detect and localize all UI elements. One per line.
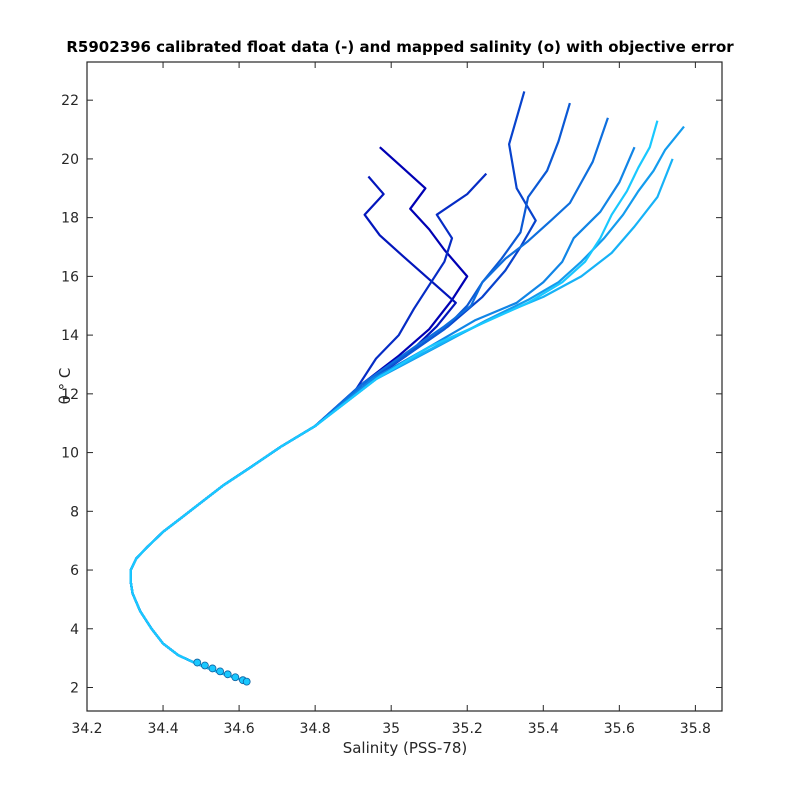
mapped-salinity-point	[242, 677, 251, 686]
mapped-salinity-point	[231, 673, 240, 682]
mapped-salinity-point	[223, 670, 232, 679]
y-tick-label: 6	[70, 563, 79, 579]
chart-title: R5902396 calibrated float data (-) and m…	[66, 38, 734, 56]
profile-line-6	[129, 117, 609, 683]
mapped-salinity-point	[193, 658, 202, 667]
y-tick-label: 16	[61, 269, 79, 285]
profile-line-1	[129, 146, 469, 683]
profile-line-4	[129, 91, 537, 683]
mapped-salinity-point	[200, 661, 209, 670]
profile-line-10	[129, 120, 659, 683]
y-tick-label: 4	[70, 622, 79, 638]
x-axis: 34.2 34.4 34.6 34.8 35 35.2 35.4 35.6 35.8	[71, 62, 711, 737]
y-tick-label: 22	[61, 93, 79, 109]
plot-area-frame	[86, 61, 723, 712]
x-tick-label: 35	[382, 721, 400, 737]
y-tick-label: 8	[70, 504, 79, 520]
x-tick-label: 34.2	[71, 721, 102, 737]
profile-line-3	[129, 172, 488, 683]
profile-line-5	[129, 102, 571, 683]
y-tick-label: 12	[61, 387, 79, 403]
x-tick-label: 34.6	[224, 721, 255, 737]
profile-line-7	[129, 146, 636, 683]
x-tick-label: 35.6	[604, 721, 635, 737]
x-tick-label: 35.8	[680, 721, 711, 737]
y-tick-label: 14	[61, 328, 79, 344]
mapped-salinity-point	[216, 667, 224, 676]
y-tick-label: 10	[61, 446, 79, 462]
y-tick-label: 18	[61, 211, 79, 227]
profile-line-2	[129, 175, 457, 683]
profile-line-9	[129, 158, 674, 683]
mapped-salinity-layer	[193, 658, 251, 686]
y-axis-label: θ ° C	[56, 368, 74, 405]
x-tick-label: 35.4	[528, 721, 559, 737]
y-tick-label: 2	[70, 681, 79, 697]
profiles-layer	[129, 91, 685, 683]
y-axis: 2 4 6 8 10 12 14 16 18 20 22	[61, 93, 722, 697]
x-tick-label: 34.4	[147, 721, 178, 737]
x-axis-label: Salinity (PSS-78)	[343, 739, 468, 757]
y-tick-label: 20	[61, 152, 79, 168]
x-tick-label: 34.8	[300, 721, 331, 737]
mapped-salinity-point	[208, 664, 217, 673]
x-tick-label: 35.2	[452, 721, 483, 737]
